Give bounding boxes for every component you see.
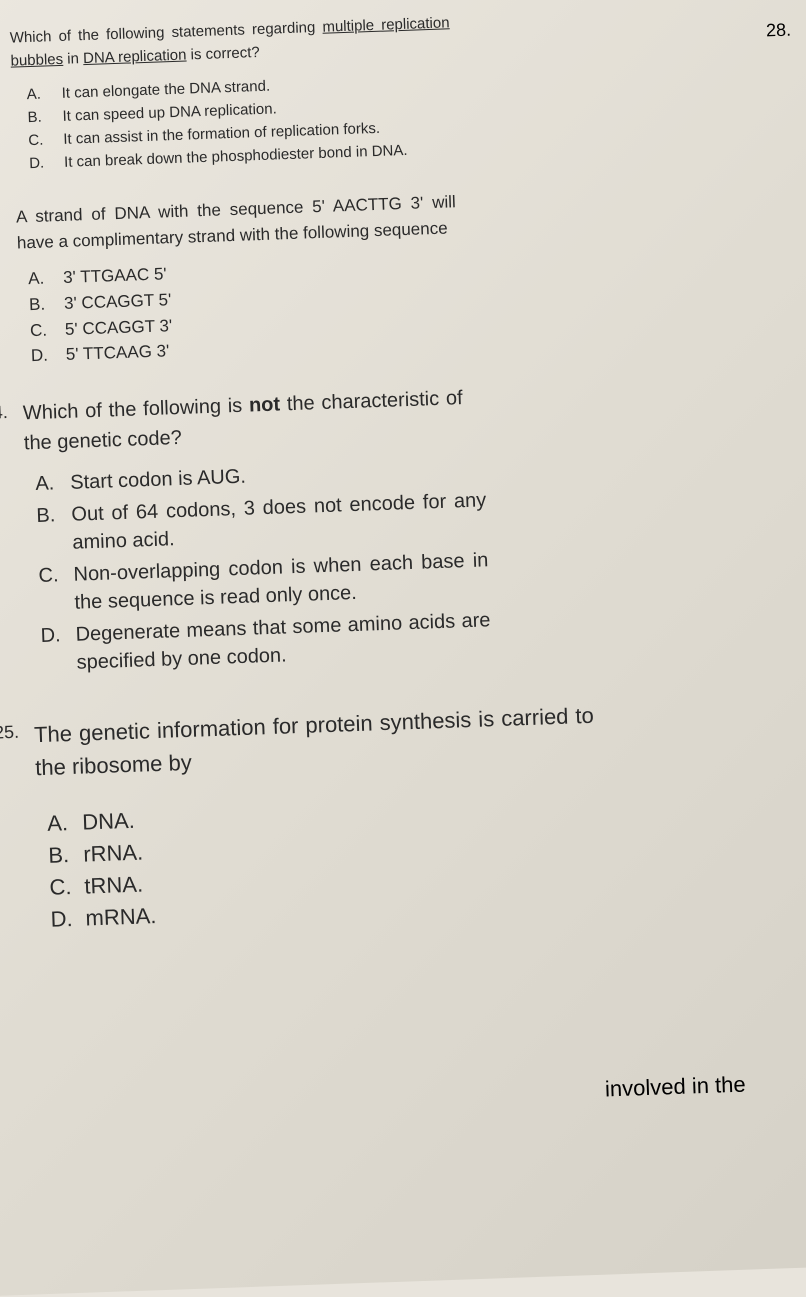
- option-letter: D.: [29, 152, 65, 174]
- side-question-number: 28.: [766, 20, 792, 42]
- options-list: A.It can elongate the DNA strand. B.It c…: [26, 70, 429, 174]
- question-22: 22. Which of the following statements re…: [0, 0, 806, 176]
- question-text: 24. Which of the following is not the ch…: [0, 369, 806, 460]
- options-list: A.DNA. B.rRNA. C.tRNA. D.mRNA.: [47, 794, 471, 935]
- question-body: Which of the following is not the charac…: [22, 383, 464, 458]
- question-number: 24.: [0, 399, 23, 427]
- question-23: 23. A strand of DNA with the sequence 5'…: [0, 175, 806, 370]
- q22-text-p2: in: [63, 50, 84, 68]
- option-text: Non-overlapping codon is when each base …: [73, 546, 490, 616]
- option-letter: B.: [27, 106, 63, 128]
- option-text: Degenerate means that some amino acids a…: [75, 606, 492, 676]
- option-letter: B.: [36, 501, 72, 530]
- q24-bold-not: not: [249, 394, 281, 417]
- exam-page: Centre of Fou Foundation Biology II / BI…: [0, 0, 806, 1297]
- option-letter: A.: [28, 266, 64, 291]
- question-body: Which of the following statements regard…: [9, 12, 450, 72]
- question-25: 25. The genetic information for protein …: [0, 688, 806, 936]
- option-letter: D.: [30, 343, 66, 368]
- question-body: A strand of DNA with the sequence 5' AAC…: [16, 189, 458, 255]
- option-b: B.Out of 64 codons, 3 does not encode fo…: [36, 487, 488, 559]
- option-letter: C.: [30, 318, 66, 343]
- question-number: 25.: [0, 718, 34, 746]
- question-24: 24. Which of the following is not the ch…: [0, 369, 806, 680]
- question-text: 23. A strand of DNA with the sequence 5'…: [0, 175, 806, 257]
- q22-text-p1: Which of the following statements regard…: [9, 19, 322, 47]
- q24-text-p1: Which of the following is: [23, 395, 250, 425]
- option-letter: C.: [49, 871, 85, 903]
- option-letter: C.: [38, 561, 74, 590]
- option-letter: A.: [26, 83, 62, 105]
- option-letter: D.: [50, 903, 86, 935]
- options-list: A.3' TTGAAC 5' B.3' CCAGGT 5' C.5' CCAGG…: [28, 253, 451, 369]
- option-letter: D.: [40, 621, 76, 650]
- option-letter: A.: [35, 469, 71, 498]
- option-text: Out of 64 codons, 3 does not encode for …: [71, 487, 488, 557]
- option-c: C.Non-overlapping codon is when each bas…: [38, 546, 490, 618]
- question-text: 22. Which of the following statements re…: [0, 0, 806, 74]
- question-number: 23.: [0, 205, 17, 233]
- option-letter: B.: [48, 840, 84, 872]
- question-text: 25. The genetic information for protein …: [0, 688, 806, 785]
- option-letter: A.: [47, 808, 83, 840]
- q22-underline-2: DNA replication: [83, 46, 187, 67]
- q22-text-p3: is correct?: [186, 43, 260, 63]
- question-body: The genetic information for protein synt…: [34, 699, 596, 785]
- option-letter: C.: [28, 129, 64, 151]
- bottom-partial-text: involved in the: [605, 1072, 746, 1103]
- options-list: A.Start codon is AUG. B.Out of 64 codons…: [35, 455, 492, 679]
- option-d: D.Degenerate means that some amino acids…: [40, 606, 492, 678]
- option-letter: B.: [29, 292, 65, 317]
